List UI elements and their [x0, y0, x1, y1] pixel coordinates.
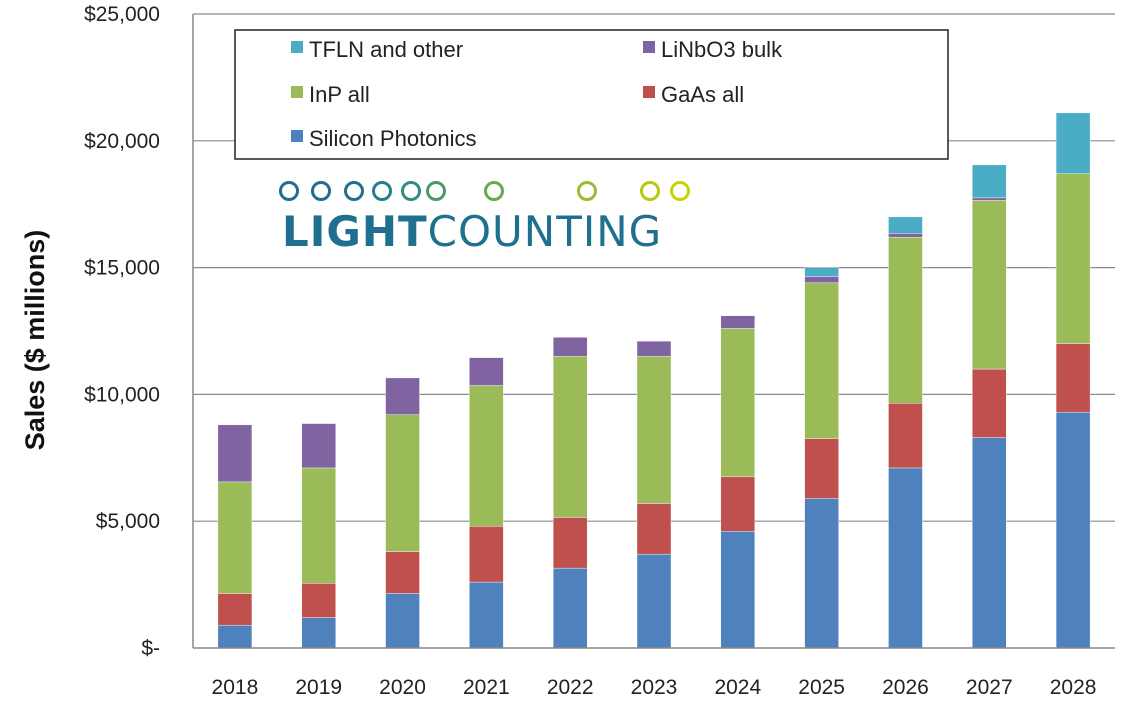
x-tick-label: 2020	[379, 676, 426, 699]
bar-segment	[552, 356, 588, 518]
legend-swatch	[291, 41, 303, 53]
bar-segment	[1055, 343, 1091, 413]
bars	[217, 112, 1091, 649]
logo-circle	[311, 181, 331, 201]
bar-segment	[636, 553, 672, 649]
bar-segment	[217, 424, 253, 483]
bar-segment	[469, 526, 504, 583]
bar-segment	[636, 503, 672, 555]
bar-segment	[972, 437, 1007, 649]
legend-label: TFLN and other	[309, 37, 463, 62]
bar-segment	[804, 498, 839, 649]
bar-segment	[385, 551, 420, 594]
bar-segment	[804, 282, 839, 439]
legend-box	[234, 29, 949, 160]
x-tick-label: 2019	[295, 676, 342, 699]
bar-segment	[385, 593, 420, 649]
x-tick-labels: 2018 2019 2020 2021 2022 2023 2024 2025 2026 2027…	[212, 676, 1097, 699]
bar-segment	[301, 467, 336, 584]
y-tick-label: $5,000	[96, 510, 160, 533]
axes	[192, 14, 1115, 649]
bar-segment	[720, 328, 756, 478]
lightcounting-logo: LIGHTCOUNTING	[262, 181, 705, 256]
logo-circle	[426, 181, 446, 201]
bar-segment	[469, 581, 504, 649]
bar-segment	[385, 414, 420, 552]
bar-segment	[469, 357, 504, 386]
bar-segment	[720, 476, 756, 532]
logo-circle	[279, 181, 299, 201]
legend-label: Silicon Photonics	[309, 126, 477, 151]
logo-circle	[344, 181, 364, 201]
y-tick-label: $-	[141, 637, 160, 660]
legend-swatch	[643, 41, 655, 53]
bar-segment	[217, 481, 253, 594]
y-tick-label: $15,000	[84, 257, 160, 280]
bar-segment	[972, 197, 1007, 201]
bar-segment	[552, 517, 588, 569]
y-tick-label: $10,000	[84, 383, 160, 406]
logo-circle	[484, 181, 504, 201]
bar-segment	[972, 368, 1007, 438]
bar-segment	[804, 276, 839, 284]
bar-segment	[469, 385, 504, 527]
bar-segment	[1055, 112, 1091, 174]
bar-segment	[552, 567, 588, 649]
logo-text-bold: LIGHT	[282, 207, 428, 256]
bar-segment	[301, 617, 336, 649]
bar-segment	[1055, 173, 1091, 344]
x-tick-label: 2021	[463, 676, 510, 699]
bar-segment	[888, 467, 923, 649]
bar-segment	[720, 315, 756, 329]
logo-text: LIGHTCOUNTING	[282, 207, 662, 256]
bar-segment	[804, 438, 839, 499]
legend-label: InP all	[309, 82, 370, 107]
x-tick-label: 2024	[714, 676, 761, 699]
bar-segment	[972, 200, 1007, 370]
legend-swatch	[291, 86, 303, 98]
x-tick-label: 2026	[882, 676, 929, 699]
bar-segment	[385, 377, 420, 415]
x-tick-label: 2027	[966, 676, 1013, 699]
x-tick-label: 2028	[1050, 676, 1097, 699]
bar-segment	[888, 236, 923, 404]
y-tick-label: $25,000	[84, 3, 160, 26]
bar-segment	[636, 356, 672, 504]
x-tick-label: 2025	[798, 676, 845, 699]
bar-segment	[301, 423, 336, 469]
legend-swatch	[643, 86, 655, 98]
bar-segment	[552, 337, 588, 357]
logo-circle	[372, 181, 392, 201]
logo-circle	[577, 181, 597, 201]
bar-segment	[301, 583, 336, 618]
logo-circle	[640, 181, 660, 201]
logo-circles	[279, 181, 690, 201]
bar-segment	[720, 531, 756, 649]
logo-text-regular: COUNTING	[428, 207, 663, 256]
legend: TFLN and other LiNbO3 bulk InP all GaAs all…	[234, 29, 949, 160]
legend-swatch	[291, 130, 303, 142]
bar-segment	[217, 593, 253, 626]
bar-segment	[888, 233, 923, 238]
x-tick-label: 2022	[547, 676, 594, 699]
bar-segment	[1055, 411, 1091, 649]
bar-segment	[217, 624, 253, 649]
bar-segment	[804, 267, 839, 277]
bar-segment	[888, 403, 923, 469]
x-tick-label: 2023	[631, 676, 678, 699]
legend-label: LiNbO3 bulk	[661, 37, 783, 62]
bar-segment	[636, 340, 672, 357]
bar-segment	[888, 216, 923, 234]
logo-circle	[401, 181, 421, 201]
logo-circle	[670, 181, 690, 201]
y-tick-labels: $- $5,000 $10,000 $15,000 $20,000 $25,000	[84, 3, 160, 660]
x-tick-label: 2018	[212, 676, 259, 699]
y-axis-title: Sales ($ millions)	[20, 230, 50, 451]
bar-segment	[972, 164, 1007, 199]
y-tick-label: $20,000	[84, 130, 160, 153]
legend-label: GaAs all	[661, 82, 744, 107]
